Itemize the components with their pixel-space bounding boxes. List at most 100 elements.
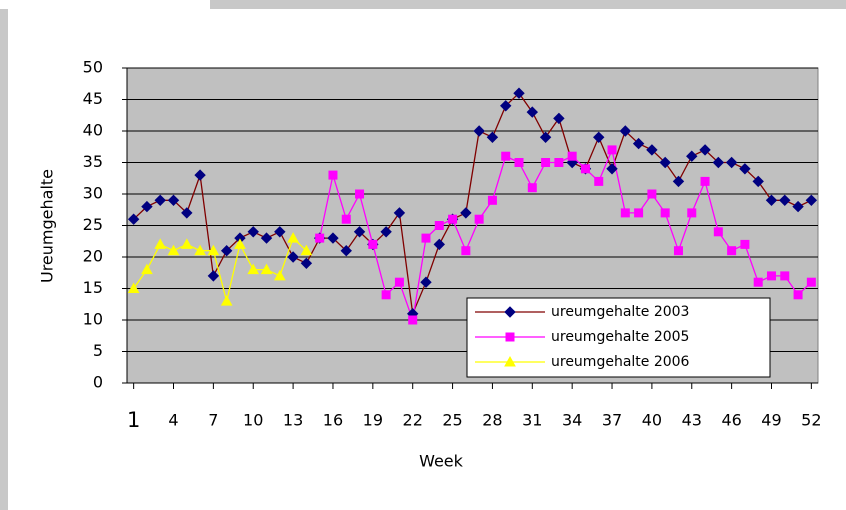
data-point xyxy=(368,239,378,249)
data-point xyxy=(154,194,166,207)
data-point xyxy=(752,175,764,188)
y-tick-label: 25 xyxy=(83,215,103,234)
data-point xyxy=(287,232,299,243)
y-tick-label: 15 xyxy=(83,278,103,297)
x-tick-label: 40 xyxy=(642,411,662,430)
data-point xyxy=(634,208,644,218)
data-point xyxy=(448,214,458,224)
data-point xyxy=(394,277,404,287)
data-point xyxy=(273,269,286,281)
data-point xyxy=(593,131,605,144)
data-point xyxy=(154,238,167,249)
top-strip xyxy=(0,0,846,9)
data-point xyxy=(127,213,140,225)
x-tick-label: 25 xyxy=(442,411,462,430)
x-tick-label: 52 xyxy=(801,411,821,430)
data-point xyxy=(527,183,537,193)
data-point xyxy=(393,207,406,219)
data-point xyxy=(647,189,657,199)
data-point xyxy=(421,233,431,243)
x-tick-label: 22 xyxy=(403,411,423,430)
x-axis-title: Week xyxy=(419,452,464,471)
x-tick-label: 37 xyxy=(602,411,622,430)
data-point xyxy=(765,194,778,207)
data-point xyxy=(541,158,551,167)
data-point xyxy=(712,156,725,169)
data-point xyxy=(127,282,140,293)
data-point xyxy=(341,214,351,224)
x-tick-label: 34 xyxy=(562,411,582,430)
data-point xyxy=(141,200,153,213)
data-point xyxy=(300,244,313,256)
data-point xyxy=(660,208,670,218)
data-point xyxy=(739,163,751,175)
data-point xyxy=(672,175,685,188)
data-point xyxy=(766,271,776,281)
y-tick-label: 35 xyxy=(83,152,103,171)
data-point xyxy=(753,277,763,287)
data-point xyxy=(779,194,791,207)
data-point xyxy=(514,158,524,167)
data-point xyxy=(234,238,246,249)
data-point xyxy=(167,194,180,207)
x-tick-label: 13 xyxy=(283,411,303,430)
data-point xyxy=(381,290,391,300)
legend-marker xyxy=(504,306,516,318)
data-point xyxy=(327,232,339,244)
data-point xyxy=(420,276,432,288)
data-point xyxy=(673,246,683,256)
data-point xyxy=(353,226,366,238)
data-point xyxy=(474,214,484,224)
x-tick-label: 49 xyxy=(761,411,781,430)
x-tick-label: 28 xyxy=(482,411,502,430)
data-point xyxy=(659,156,671,169)
y-axis-title: Ureumgehalte xyxy=(38,169,57,283)
data-point xyxy=(408,315,418,325)
data-point xyxy=(805,194,818,207)
data-point xyxy=(607,145,617,155)
data-point xyxy=(355,189,365,199)
data-point xyxy=(287,251,299,263)
data-point xyxy=(806,277,816,287)
y-tick-label: 10 xyxy=(83,310,103,329)
data-point xyxy=(473,125,485,137)
data-point xyxy=(686,150,698,162)
data-point xyxy=(580,164,590,174)
data-point xyxy=(141,263,153,275)
data-point xyxy=(220,295,233,306)
x-tick-label: 1 xyxy=(127,408,140,432)
data-point xyxy=(554,158,564,167)
data-point xyxy=(340,244,352,257)
x-tick-label: 16 xyxy=(323,411,343,430)
x-tick-label: 4 xyxy=(168,411,178,430)
data-point xyxy=(793,290,803,300)
data-point xyxy=(486,131,499,144)
y-tick-label: 20 xyxy=(83,247,103,266)
data-point xyxy=(526,106,539,118)
y-tick-label: 5 xyxy=(93,341,103,360)
data-point xyxy=(194,169,206,181)
y-tick-label: 30 xyxy=(83,184,103,203)
legend-marker xyxy=(505,332,515,342)
data-point xyxy=(247,263,260,275)
data-point xyxy=(699,144,711,156)
data-point xyxy=(539,131,552,144)
y-tick-label: 40 xyxy=(83,121,103,140)
legend: ureumgehalte 2003 ureumgehalte 2005 ureumg… xyxy=(466,297,771,378)
data-point xyxy=(725,156,738,169)
y-tick-label: 45 xyxy=(83,89,103,108)
data-point xyxy=(434,221,444,230)
x-tick-label: 31 xyxy=(522,411,542,430)
x-tick-label: 46 xyxy=(721,411,741,430)
data-point xyxy=(713,227,723,237)
data-point xyxy=(380,226,392,238)
data-point xyxy=(300,257,313,270)
data-point xyxy=(594,176,604,186)
data-point xyxy=(180,238,193,249)
data-point xyxy=(619,125,632,137)
data-point xyxy=(328,170,338,180)
data-point xyxy=(553,112,565,125)
data-point xyxy=(260,263,273,275)
